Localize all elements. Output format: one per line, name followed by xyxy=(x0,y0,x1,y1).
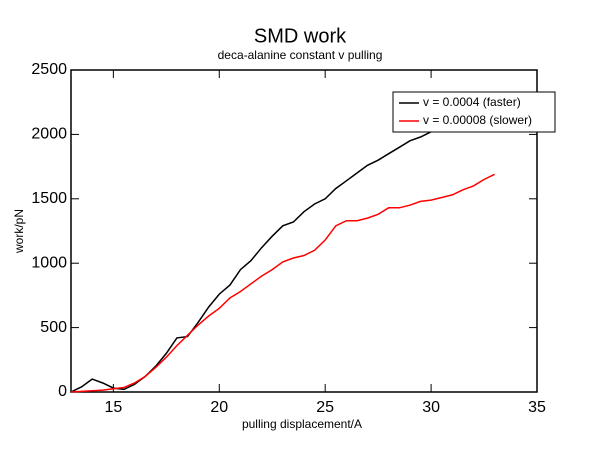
x-tick-label: 35 xyxy=(528,399,546,416)
data-line xyxy=(70,126,443,393)
y-tick-label: 500 xyxy=(40,319,67,336)
x-tick-label: 20 xyxy=(210,399,228,416)
y-tick-label: 1000 xyxy=(31,254,67,271)
legend-label: v = 0.00008 (slower) xyxy=(423,113,532,127)
chart-subtitle: deca-alanine constant v pulling xyxy=(218,48,383,62)
x-tick-label: 25 xyxy=(316,399,334,416)
y-tick-label: 2000 xyxy=(31,126,67,143)
y-tick-label: 0 xyxy=(58,383,67,400)
legend-label: v = 0.0004 (faster) xyxy=(423,95,521,109)
y-tick-label: 2500 xyxy=(31,61,67,78)
x-tick-label: 30 xyxy=(422,399,440,416)
plot-frame xyxy=(70,69,538,393)
x-axis-label: pulling displacement/A xyxy=(242,417,362,431)
chart-title: SMD work xyxy=(254,25,347,47)
y-tick-label: 1500 xyxy=(31,190,67,207)
legend-box xyxy=(392,91,556,133)
data-line xyxy=(70,173,495,393)
y-axis-label: work/pN xyxy=(12,209,26,254)
x-tick-label: 15 xyxy=(104,399,122,416)
